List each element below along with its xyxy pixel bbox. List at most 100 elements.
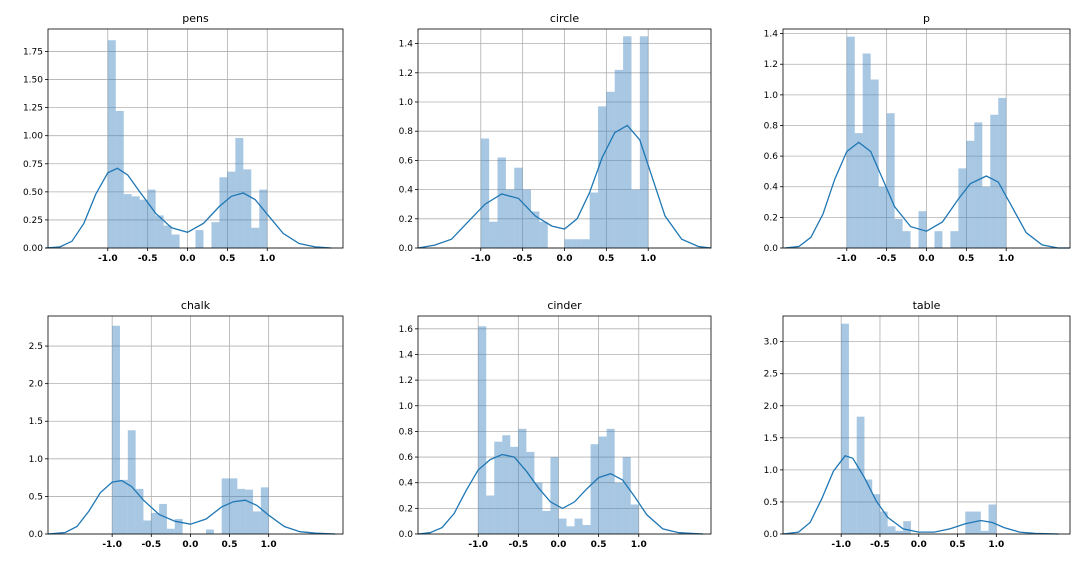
histogram-bar (119, 479, 128, 534)
y-tick-label: 2.5 (764, 370, 778, 380)
x-tick-label: 1.0 (998, 254, 1014, 264)
histogram-bar (606, 91, 615, 248)
histogram-bar (123, 194, 132, 248)
kde-curve (417, 124, 712, 249)
x-tick-label: -1.0 (831, 540, 851, 550)
histogram-bar (564, 239, 573, 248)
subplot-circle: -1.0 -0.5 0.0 0.5 1.0 0.0 0.2 0.4 0.6 0.8 1.0 1.2 1.… (399, 12, 712, 264)
histogram-bar (229, 478, 238, 534)
x-tick-label: -1.0 (468, 540, 488, 550)
x-tick-label: -1.0 (837, 254, 857, 264)
histogram-bar (542, 510, 551, 534)
subplot-title: chalk (181, 299, 211, 312)
histogram-bar (237, 488, 246, 534)
y-tick-label: 1.5 (29, 417, 43, 427)
subplot-title: p (923, 12, 930, 25)
histogram-bar (211, 222, 220, 248)
y-tick-label: 1.50 (23, 76, 43, 86)
y-tick-label: 1.2 (399, 69, 413, 79)
histogram-bar (514, 167, 523, 248)
histogram-bar (478, 326, 487, 534)
kde-curve (47, 479, 336, 535)
y-tick-label: 1.75 (23, 47, 43, 57)
x-tick-label: -1.0 (98, 254, 118, 264)
histogram-bar (902, 231, 911, 248)
histogram-bar (974, 122, 983, 248)
histogram-bar (589, 192, 598, 248)
histogram-bar (206, 529, 214, 534)
histogram-bar (846, 36, 855, 248)
histogram-bar (606, 428, 615, 534)
x-tick-label: 0.0 (911, 540, 927, 550)
histogram-bar (854, 133, 863, 248)
histogram-bar (245, 489, 254, 534)
subplot-cinder: -1.0 -0.5 0.0 0.5 1.0 0.0 0.2 0.4 0.6 0.8 1.0 1.2 1.… (399, 299, 712, 550)
x-tick-label: 0.5 (222, 540, 238, 550)
histogram-bar (581, 239, 590, 248)
histogram-bar (219, 177, 228, 248)
histogram-bar (115, 110, 124, 248)
y-tick-label: 0.00 (23, 244, 43, 254)
x-tick-label: -0.5 (508, 540, 528, 550)
y-tick-label: 0.6 (764, 152, 779, 162)
x-tick-label: -0.5 (877, 254, 897, 264)
y-tick-label: 0.4 (399, 186, 414, 196)
y-tick-label: 0.2 (399, 215, 413, 225)
subplot-pens: -1.0 -0.5 0.0 0.5 1.0 0.00 0.25 0.50 0.75 1.00 1.2… (23, 12, 344, 264)
histogram-bar (558, 518, 567, 534)
axes-frame (47, 315, 344, 535)
y-tick-label: 1.0 (29, 455, 44, 465)
x-tick-label: -0.5 (513, 254, 533, 264)
histogram-bar (505, 189, 515, 248)
x-tick-label: 1.0 (640, 254, 656, 264)
histogram-bar (494, 441, 503, 534)
histogram-bar (526, 451, 535, 534)
histogram-bar (243, 169, 252, 248)
histogram-bar (887, 526, 896, 534)
histogram-bar (253, 511, 261, 534)
x-tick-label: -1.0 (102, 540, 122, 550)
histogram-bar (895, 530, 904, 534)
histogram-bar (195, 230, 204, 248)
subplot-title: table (913, 299, 941, 312)
histogram-bar (480, 138, 490, 248)
y-tick-label: 1.4 (764, 30, 779, 40)
histogram-bar (966, 140, 975, 248)
histogram-bar (163, 225, 172, 248)
histogram-bar (841, 323, 849, 534)
histogram-bar (872, 494, 880, 534)
histogram-bar (934, 231, 943, 248)
x-tick-label: 0.5 (598, 254, 614, 264)
y-tick-label: 1.0 (764, 466, 779, 476)
y-tick-label: 1.5 (764, 434, 778, 444)
y-tick-label: 0.25 (23, 216, 43, 226)
histogram-bar (139, 199, 148, 248)
histogram-bar (502, 435, 511, 534)
histogram-bar (903, 521, 911, 534)
histogram-bar (988, 504, 997, 534)
x-tick-label: 0.0 (180, 254, 196, 264)
histogram-bar (614, 69, 624, 248)
histogram-bar (950, 231, 959, 248)
histogram-bar (531, 211, 540, 248)
histogram-bar (486, 495, 495, 534)
y-tick-label: 0.2 (764, 213, 778, 223)
histogram-bar (862, 53, 871, 249)
histogram-bar (159, 503, 167, 534)
y-tick-label: 1.2 (399, 376, 413, 386)
histogram-bar (221, 478, 230, 534)
histogram-bar (630, 504, 639, 534)
x-tick-label: 0.0 (551, 540, 567, 550)
y-tick-label: 1.2 (764, 60, 778, 70)
histogram-bar (980, 530, 989, 534)
histogram-bar (550, 457, 559, 534)
histogram-bar (572, 239, 582, 248)
histogram-bar (227, 171, 236, 248)
x-tick-label: 0.0 (557, 254, 573, 264)
histogram-bar (848, 468, 857, 534)
histogram-bar (174, 518, 183, 534)
histogram-bar (151, 512, 160, 534)
y-tick-label: 1.0 (764, 91, 779, 101)
x-tick-label: 1.0 (259, 254, 275, 264)
